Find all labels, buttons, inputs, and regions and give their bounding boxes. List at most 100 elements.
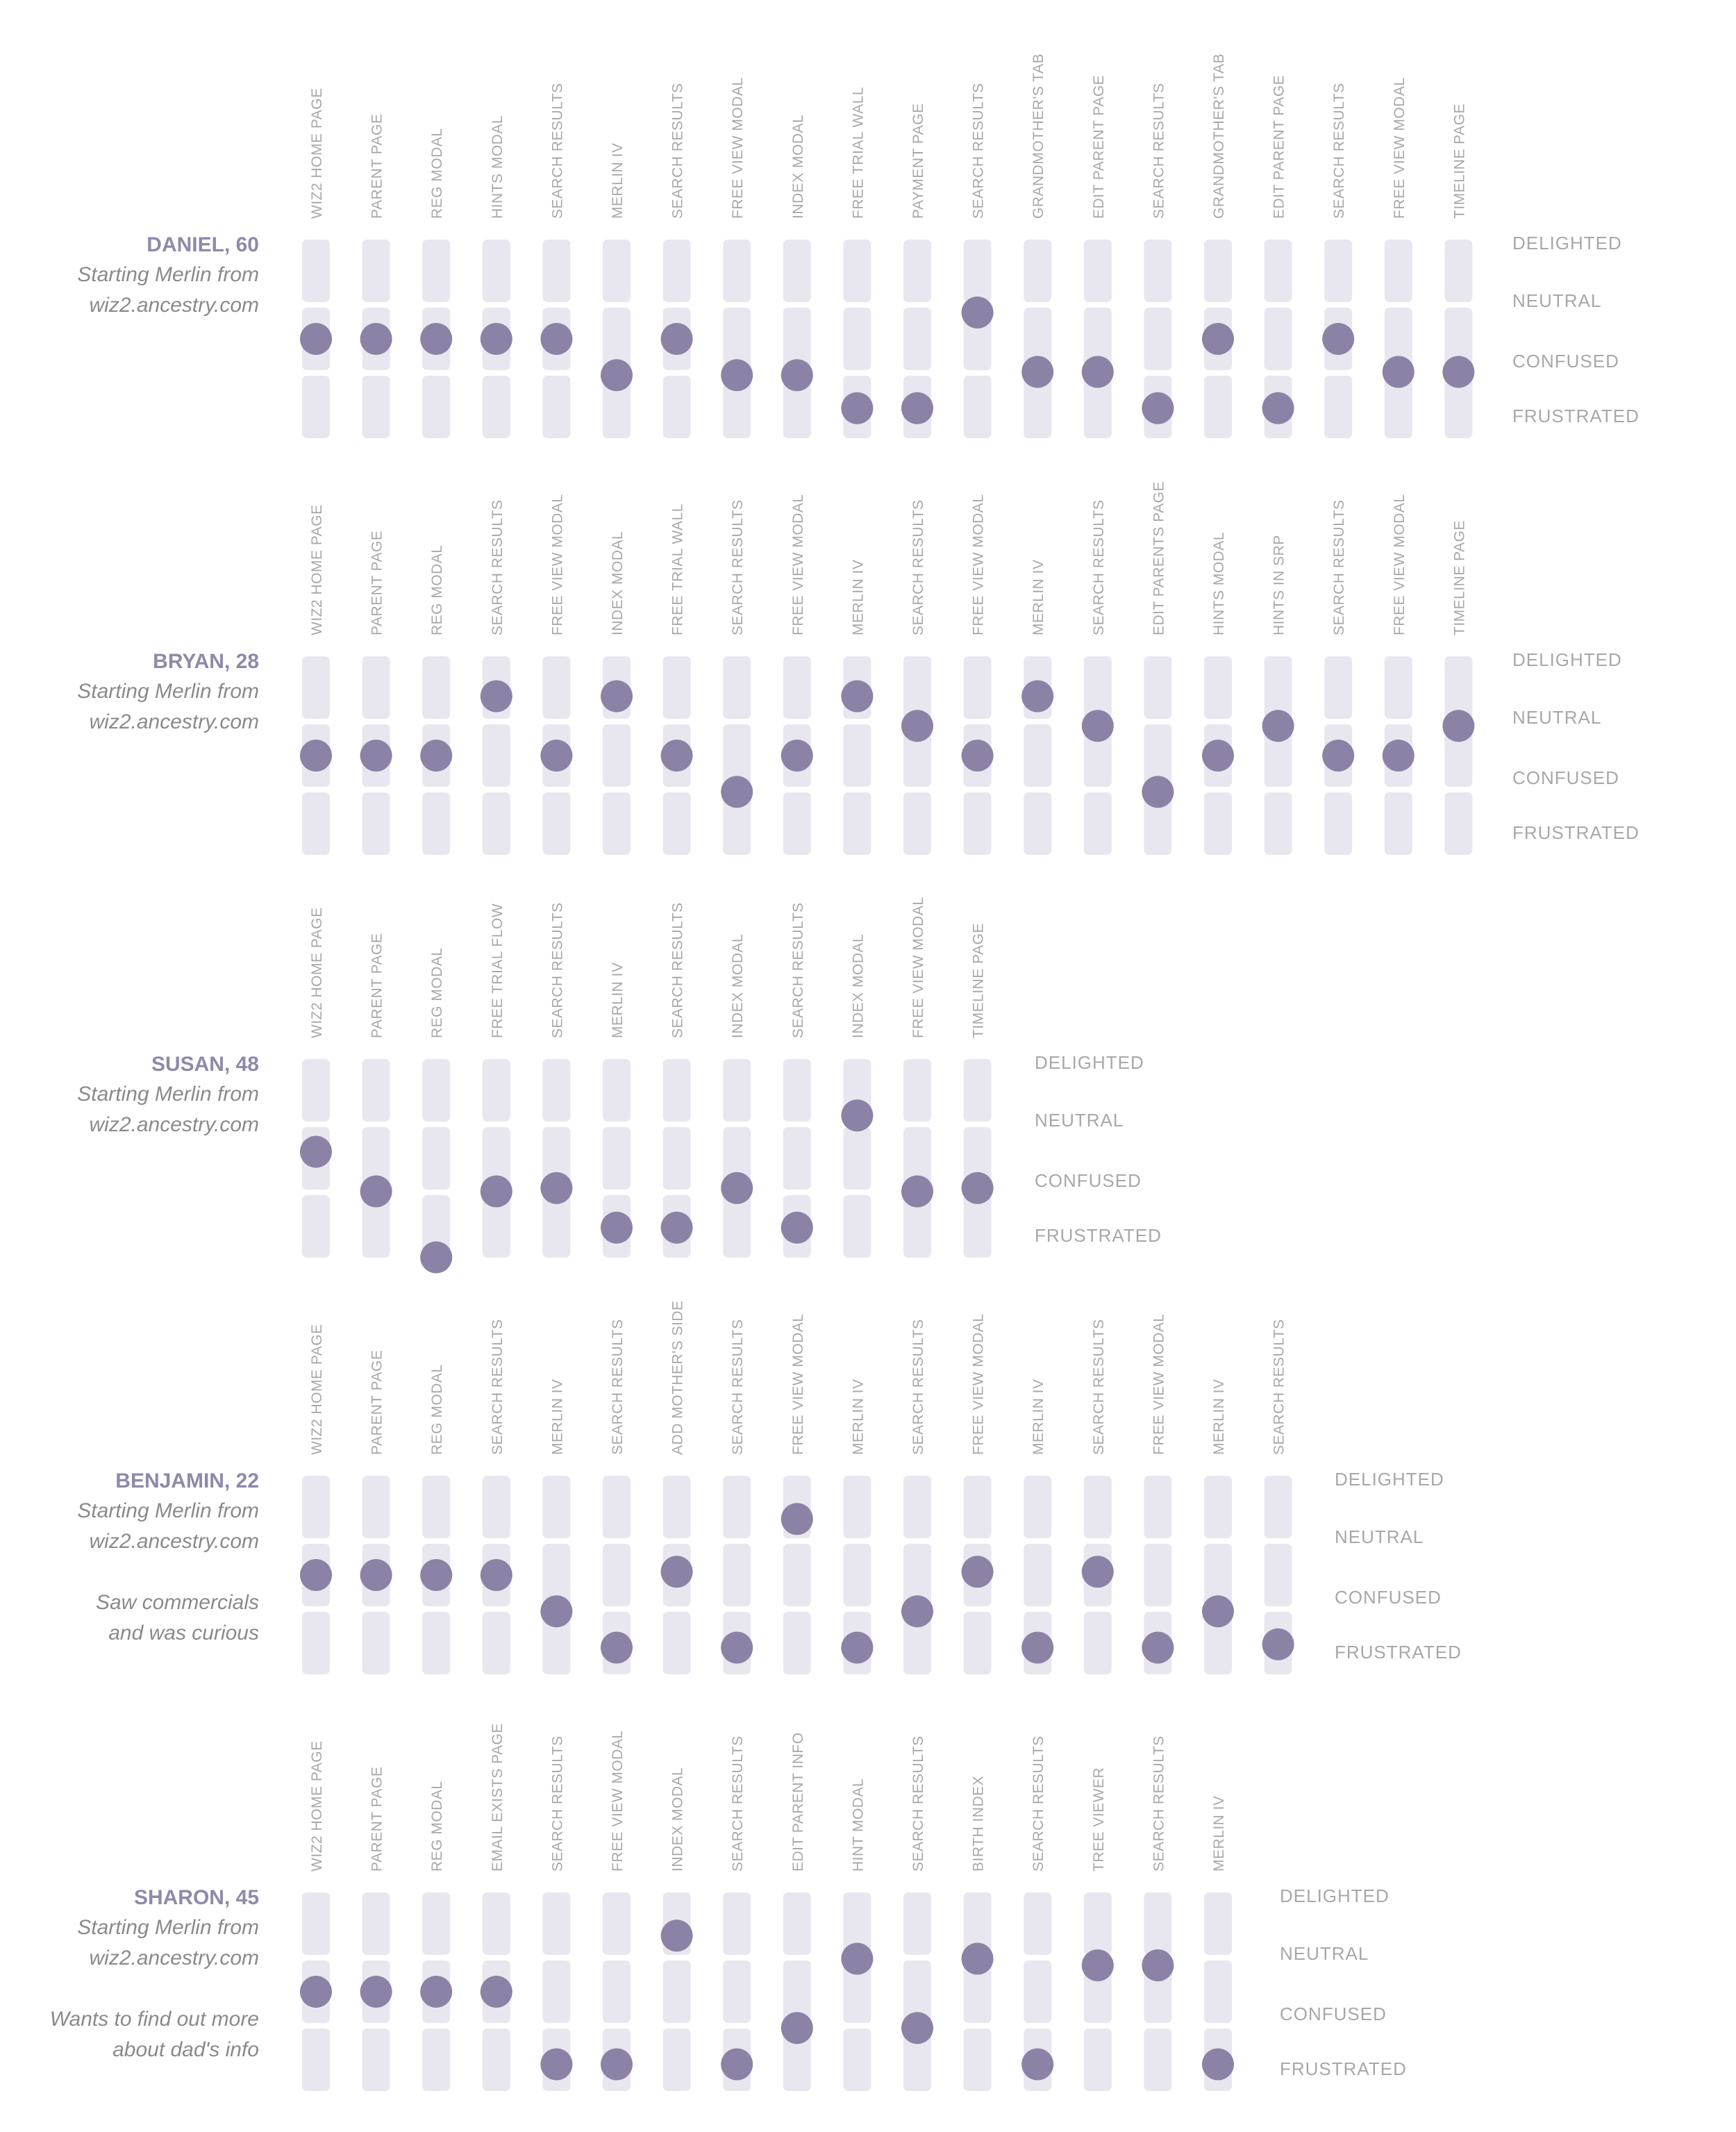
journey-step: WIZ2 HOME PAGE — [300, 504, 332, 855]
journey-step: FREE TRIAL WALL — [841, 87, 874, 438]
level-track-segment — [903, 1544, 931, 1606]
persona-name: SHARON, 45 — [134, 1886, 259, 1909]
level-track-segment — [903, 240, 931, 302]
journey-step: REG MODAL — [420, 947, 453, 1274]
level-track-segment — [662, 376, 691, 438]
emotion-dot — [1262, 710, 1294, 742]
step-label: REG MODAL — [429, 128, 445, 219]
emotion-dot — [660, 1556, 693, 1588]
level-track-segment — [542, 240, 571, 302]
level-track-segment — [482, 1195, 510, 1258]
level-label: NEUTRAL — [1335, 1526, 1424, 1547]
level-track-segment — [1024, 1544, 1052, 1606]
emotion-dot — [1202, 323, 1234, 355]
emotion-dot — [360, 740, 392, 772]
emotion-dot — [901, 1595, 933, 1628]
level-track-segment — [963, 1476, 992, 1538]
level-track-segment — [603, 1127, 631, 1190]
emotion-dot — [660, 1211, 693, 1244]
level-track-segment — [1204, 656, 1232, 719]
level-track-segment — [1384, 656, 1412, 719]
emotion-dot — [721, 776, 753, 808]
step-label: SEARCH RESULTS — [610, 1319, 626, 1455]
step-label: FREE TRIAL FLOW — [490, 903, 506, 1038]
level-track-segment — [843, 308, 871, 370]
emotion-dot — [601, 680, 633, 713]
emotion-dot — [601, 1631, 633, 1664]
journey-step: FREE VIEW MODAL — [781, 494, 813, 855]
level-track-segment — [542, 1612, 571, 1674]
level-track-segment — [723, 1059, 751, 1122]
level-label: NEUTRAL — [1280, 1943, 1369, 1964]
level-track-segment — [963, 376, 992, 438]
emotion-dot — [601, 359, 633, 392]
persona-note: Starting Merlin from — [77, 1916, 259, 1939]
level-track-segment — [422, 2029, 451, 2091]
journey-step: SEARCH RESULTS — [961, 83, 994, 438]
journey-step: HINT MODAL — [841, 1779, 874, 2091]
step-label: HINTS IN SRP — [1271, 535, 1287, 635]
journey-step: SEARCH RESULTS — [540, 1735, 573, 2091]
emotion-dot — [1142, 392, 1174, 424]
level-track-segment — [603, 1476, 631, 1538]
level-track-segment — [662, 1960, 691, 2023]
level-track-segment — [903, 1195, 931, 1258]
journey-step: INDEX MODAL — [841, 934, 874, 1258]
step-label: SEARCH RESULTS — [1331, 499, 1347, 635]
level-track-segment — [963, 656, 992, 719]
step-label: SEARCH RESULTS — [910, 1319, 926, 1455]
emotion-dot — [300, 323, 332, 355]
step-label: EDIT PARENTS PAGE — [1151, 481, 1167, 635]
persona-note: wiz2.ancestry.com — [89, 710, 259, 733]
level-track-segment — [1444, 308, 1473, 370]
emotion-dot — [721, 1631, 753, 1664]
level-track-segment — [903, 1612, 931, 1674]
journey-step: SEARCH RESULTS — [781, 902, 813, 1258]
level-track-segment — [1083, 1612, 1112, 1674]
level-track-segment — [603, 1059, 631, 1122]
emotion-dot — [540, 1172, 573, 1204]
emotion-dot — [1262, 1628, 1294, 1660]
level-track-segment — [1024, 792, 1052, 855]
emotion-dot — [1322, 323, 1355, 355]
level-track-segment — [1204, 1612, 1232, 1674]
level-track-segment — [723, 1960, 751, 2023]
persona-note: and was curious — [108, 1622, 259, 1644]
emotion-dot — [601, 2048, 633, 2081]
step-label: SEARCH RESULTS — [730, 1319, 746, 1455]
level-label: FRUSTRATED — [1280, 2058, 1407, 2079]
step-label: SEARCH RESULTS — [1151, 1735, 1167, 1872]
level-track-segment — [362, 2029, 390, 2091]
level-track-segment — [783, 2029, 811, 2091]
step-label: PARENT PAGE — [369, 933, 385, 1038]
persona-section: SUSAN, 48 Starting Merlin from wiz2.ancest… — [77, 897, 1161, 1274]
level-track-segment — [783, 792, 811, 855]
journey-step: FREE VIEW MODAL — [1382, 494, 1414, 855]
level-label: DELIGHTED — [1512, 649, 1622, 670]
step-label: MERLIN IV — [850, 559, 866, 635]
level-track-segment — [603, 240, 631, 302]
level-track-segment — [662, 656, 691, 719]
journey-step: EDIT PARENT PAGE — [1262, 75, 1294, 438]
level-track-segment — [843, 1476, 871, 1538]
step-label: TREE VIEWER — [1091, 1767, 1107, 1872]
level-track-segment — [422, 376, 451, 438]
level-track-segment — [783, 1059, 811, 1122]
step-label: WIZ2 HOME PAGE — [309, 88, 325, 219]
level-track-segment — [362, 1892, 390, 1955]
level-track-segment — [542, 1059, 571, 1122]
step-label: FREE VIEW MODAL — [790, 494, 806, 635]
level-track-segment — [963, 792, 992, 855]
level-label: FRUSTRATED — [1335, 1642, 1462, 1663]
level-track-segment — [542, 1960, 571, 2023]
level-track-segment — [1444, 240, 1473, 302]
emotion-dot — [1081, 1556, 1114, 1588]
journey-step: PARENT PAGE — [360, 1767, 392, 2091]
step-label: WIZ2 HOME PAGE — [309, 907, 325, 1038]
step-label: SEARCH RESULTS — [1030, 1735, 1046, 1872]
journey-step: SEARCH RESULTS — [721, 1735, 753, 2091]
level-track-segment — [843, 792, 871, 855]
level-track-segment — [422, 1892, 451, 1955]
persona-section: SHARON, 45 Starting Merlin from wiz2.ances… — [50, 1723, 1407, 2091]
level-track-segment — [903, 1127, 931, 1190]
